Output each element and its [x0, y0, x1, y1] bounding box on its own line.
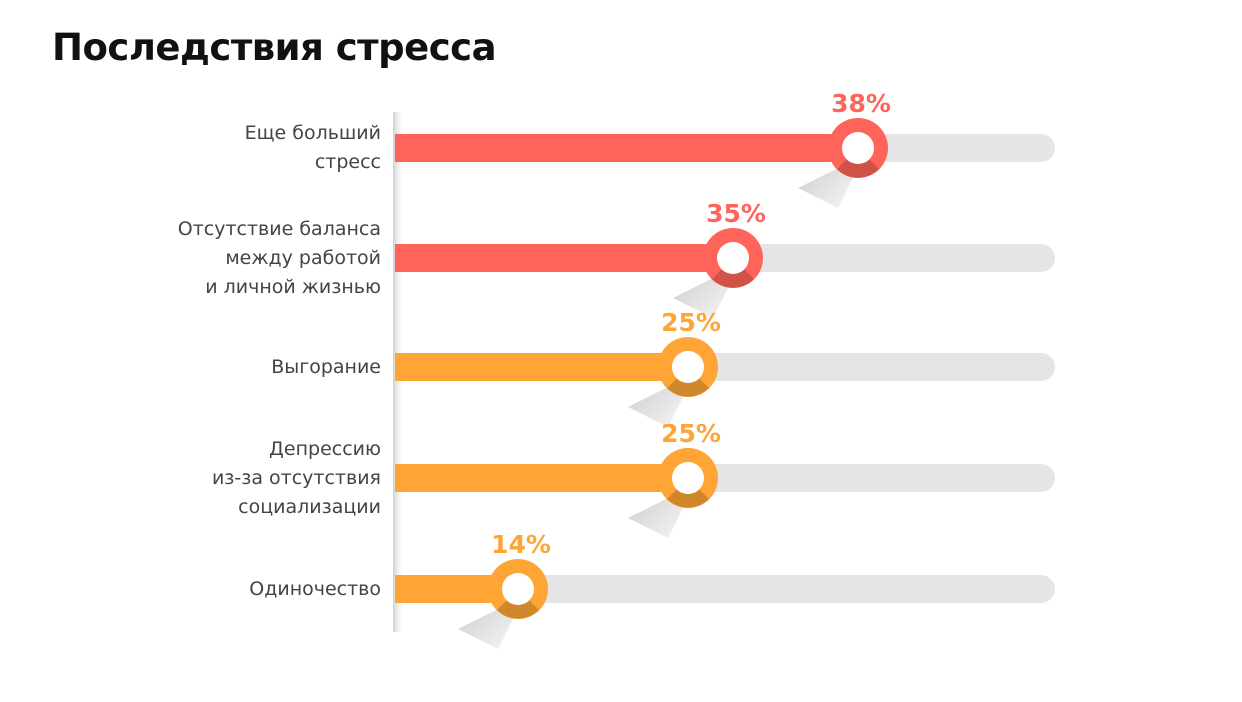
knob-shade [497, 600, 539, 619]
category-label: Выгорание [271, 355, 381, 378]
data-label: 25% [661, 308, 721, 337]
bar [395, 353, 688, 381]
knob-shade [837, 159, 879, 178]
data-label: 14% [491, 530, 551, 559]
bar [395, 244, 733, 272]
bar [395, 134, 858, 162]
category-label: Еще больший стресс [244, 122, 381, 173]
knob-center [502, 573, 534, 605]
knob-shade [667, 489, 709, 508]
category-label: Отсутствие баланса между работой и лично… [177, 217, 381, 298]
data-label: 25% [661, 419, 721, 448]
knob-center [672, 462, 704, 494]
knob-shade [712, 269, 754, 288]
knob-center [672, 351, 704, 383]
knob-center [842, 132, 874, 164]
knob-center [717, 242, 749, 274]
category-label: Депрессию из-за отсутствия социализации [211, 437, 381, 518]
data-label: 35% [706, 199, 766, 228]
bar [395, 464, 688, 492]
data-label: 38% [831, 89, 891, 118]
category-label: Одиночество [249, 577, 381, 600]
chart-title: Последствия стресса [52, 26, 497, 69]
knob-shade [667, 378, 709, 397]
